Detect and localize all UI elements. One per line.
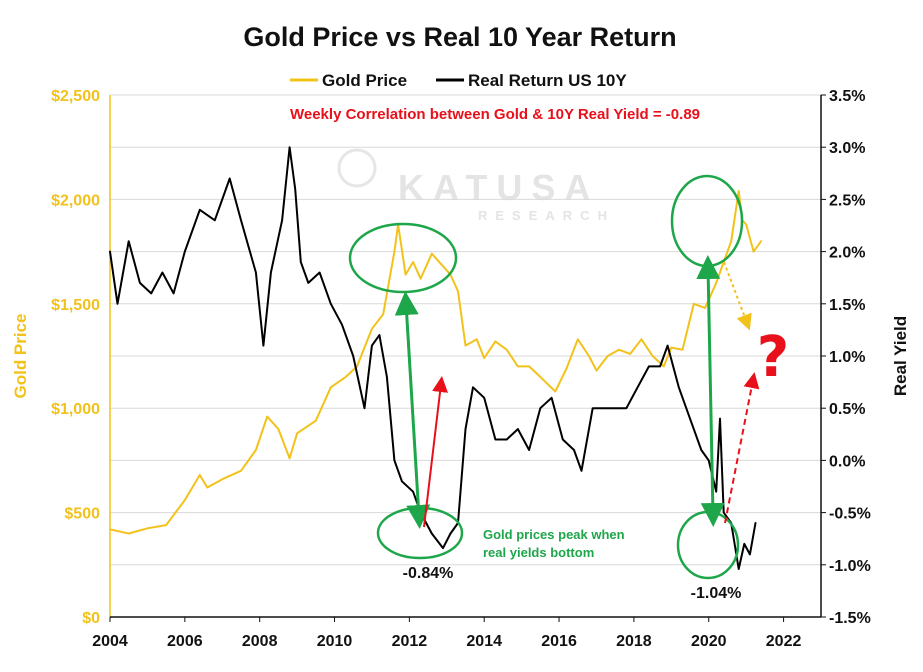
y-tick-right-2: -0.5% <box>829 506 871 523</box>
x-tick-4: 2012 <box>392 633 428 650</box>
y-tick-right-8: 2.5% <box>829 192 865 209</box>
watermark-sub: RESEARCH <box>478 208 615 223</box>
y-tick-right-4: 0.5% <box>829 401 865 418</box>
y-tick-left-1: $500 <box>64 506 100 523</box>
y-tick-right-0: -1.5% <box>829 610 871 627</box>
ticks-right: -1.5% -1.0% -0.5% 0.0% 0.5% 1.0% 1.5% 2.0% 2.5% 3… <box>821 88 871 627</box>
callout-2020-low: -1.04% <box>691 585 742 602</box>
x-tick-8: 2020 <box>691 633 727 650</box>
gold-peak-2020-ellipse <box>670 174 744 268</box>
note-line-2: real yields bottom <box>483 545 594 560</box>
x-tick-6: 2016 <box>541 633 577 650</box>
watermark-main: KATUSA <box>398 167 599 208</box>
x-tick-5: 2014 <box>466 633 502 650</box>
y-tick-right-6: 1.5% <box>829 297 865 314</box>
ticks-x: 2004 2006 2008 2010 2012 2014 2016 2018 2020 2022 <box>92 617 801 650</box>
y-tick-right-7: 2.0% <box>829 245 865 262</box>
question-mark: ? <box>757 325 789 390</box>
series-line-real-return-10y <box>109 146 757 570</box>
callout-2012-low: -0.84% <box>403 565 454 582</box>
x-tick-3: 2010 <box>317 633 353 650</box>
arrow-red-2021-dashed <box>724 372 760 524</box>
y-axis-title-left: Gold Price <box>11 313 30 398</box>
x-tick-0: 2004 <box>92 633 128 650</box>
series-line-gold-price <box>109 190 763 535</box>
y-tick-left-3: $1,500 <box>51 297 100 314</box>
note-line-1: Gold prices peak when <box>483 527 625 542</box>
arrow-gold-dotted <box>723 261 752 331</box>
x-tick-7: 2018 <box>616 633 652 650</box>
chart-title: Gold Price vs Real 10 Year Return <box>243 22 676 52</box>
x-tick-2: 2008 <box>242 633 278 650</box>
y-tick-right-10: 3.5% <box>829 88 865 105</box>
y-tick-right-9: 3.0% <box>829 140 865 157</box>
correlation-annotation: Weekly Correlation between Gold & 10Y Re… <box>290 106 700 123</box>
watermark: KATUSA RESEARCH <box>337 148 615 223</box>
y-axis-title-right: Real Yield <box>891 316 910 396</box>
y-tick-right-3: 0.0% <box>829 453 865 470</box>
yield-bottom-2020-ellipse <box>676 510 740 580</box>
ticks-left: $0 $500 $1,000 $1,500 $2,000 $2,500 <box>51 88 100 627</box>
grid <box>110 94 821 566</box>
arrow-red-2012 <box>423 376 448 528</box>
legend-label-real-return: Real Return US 10Y <box>468 71 627 90</box>
series-layer <box>109 146 763 570</box>
legend-label-gold: Gold Price <box>322 71 407 90</box>
y-tick-right-1: -1.0% <box>829 558 871 575</box>
watermark-bulb-icon <box>337 148 377 188</box>
legend: Gold Price Real Return US 10Y <box>290 71 627 90</box>
x-tick-1: 2006 <box>167 633 203 650</box>
x-tick-9: 2022 <box>766 633 802 650</box>
y-tick-left-4: $2,000 <box>51 192 100 209</box>
arrow-green-2012 <box>394 291 431 529</box>
y-tick-left-2: $1,000 <box>51 401 100 418</box>
y-tick-right-5: 1.0% <box>829 349 865 366</box>
arrow-green-2020 <box>696 255 725 527</box>
y-tick-left-5: $2,500 <box>51 88 100 105</box>
y-tick-left-0: $0 <box>82 610 100 627</box>
